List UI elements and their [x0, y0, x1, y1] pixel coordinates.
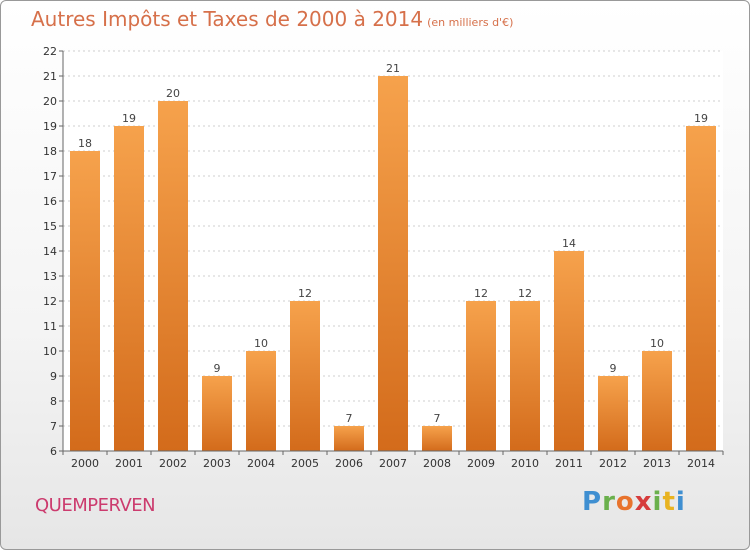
- x-tick-label: 2006: [335, 457, 363, 470]
- data-label: 12: [298, 287, 312, 300]
- data-label: 19: [694, 112, 708, 125]
- x-tick-label: 2007: [379, 457, 407, 470]
- chart-subtitle: (en milliers d'€): [427, 16, 514, 29]
- y-tick-label: 17: [43, 170, 57, 183]
- data-label: 9: [610, 362, 617, 375]
- y-tick-label: 20: [43, 95, 57, 108]
- bar: [466, 301, 496, 451]
- x-tick-label: 2014: [687, 457, 715, 470]
- logo-letter: o: [615, 487, 635, 517]
- y-tick-label: 11: [43, 320, 57, 333]
- y-tick-label: 12: [43, 295, 57, 308]
- y-tick-label: 14: [43, 245, 57, 258]
- proxiti-logo: Proxiti: [582, 487, 686, 517]
- y-tick-label: 16: [43, 195, 57, 208]
- data-label: 18: [78, 137, 92, 150]
- y-tick-label: 15: [43, 220, 57, 233]
- logo-letter: i: [652, 487, 663, 517]
- data-label: 7: [434, 412, 441, 425]
- data-label: 9: [214, 362, 221, 375]
- x-tick-label: 2001: [115, 457, 143, 470]
- x-tick-label: 2011: [555, 457, 583, 470]
- x-tick-label: 2005: [291, 457, 319, 470]
- data-label: 7: [346, 412, 353, 425]
- bar: [510, 301, 540, 451]
- bar: [422, 426, 452, 451]
- commune-name: QUEMPERVEN: [35, 495, 156, 516]
- x-tick-label: 2000: [71, 457, 99, 470]
- bar: [202, 376, 232, 451]
- y-tick-label: 6: [50, 445, 57, 458]
- logo-letter: P: [582, 487, 603, 517]
- x-tick-label: 2002: [159, 457, 187, 470]
- bar: [598, 376, 628, 451]
- x-tick-label: 2013: [643, 457, 671, 470]
- bar: [334, 426, 364, 451]
- data-label: 12: [474, 287, 488, 300]
- logo-letter: i: [675, 487, 686, 517]
- y-tick-label: 8: [50, 395, 57, 408]
- data-label: 10: [254, 337, 268, 350]
- x-tick-label: 2012: [599, 457, 627, 470]
- y-tick-label: 7: [50, 420, 57, 433]
- x-tick-label: 2004: [247, 457, 275, 470]
- x-tick-label: 2008: [423, 457, 451, 470]
- y-tick-label: 9: [50, 370, 57, 383]
- y-tick-label: 21: [43, 70, 57, 83]
- data-label: 21: [386, 62, 400, 75]
- bar: [642, 351, 672, 451]
- bar: [378, 76, 408, 451]
- data-label: 10: [650, 337, 664, 350]
- y-tick-label: 19: [43, 120, 57, 133]
- chart-title: Autres Impôts et Taxes de 2000 à 2014 (en…: [31, 7, 514, 31]
- logo-letter: x: [634, 487, 653, 517]
- y-tick-label: 22: [43, 45, 57, 58]
- data-label: 14: [562, 237, 576, 250]
- y-tick-label: 18: [43, 145, 57, 158]
- data-label: 20: [166, 87, 180, 100]
- x-tick-label: 2010: [511, 457, 539, 470]
- logo-letter: t: [662, 487, 676, 517]
- x-tick-label: 2003: [203, 457, 231, 470]
- bar: [246, 351, 276, 451]
- y-tick-label: 10: [43, 345, 57, 358]
- y-tick-label: 13: [43, 270, 57, 283]
- bar: [70, 151, 100, 451]
- bar: [290, 301, 320, 451]
- data-label: 12: [518, 287, 532, 300]
- bar: [114, 126, 144, 451]
- data-label: 19: [122, 112, 136, 125]
- bar: [158, 101, 188, 451]
- logo-letter: r: [602, 487, 616, 517]
- bar: [554, 251, 584, 451]
- bar: [686, 126, 716, 451]
- x-tick-label: 2009: [467, 457, 495, 470]
